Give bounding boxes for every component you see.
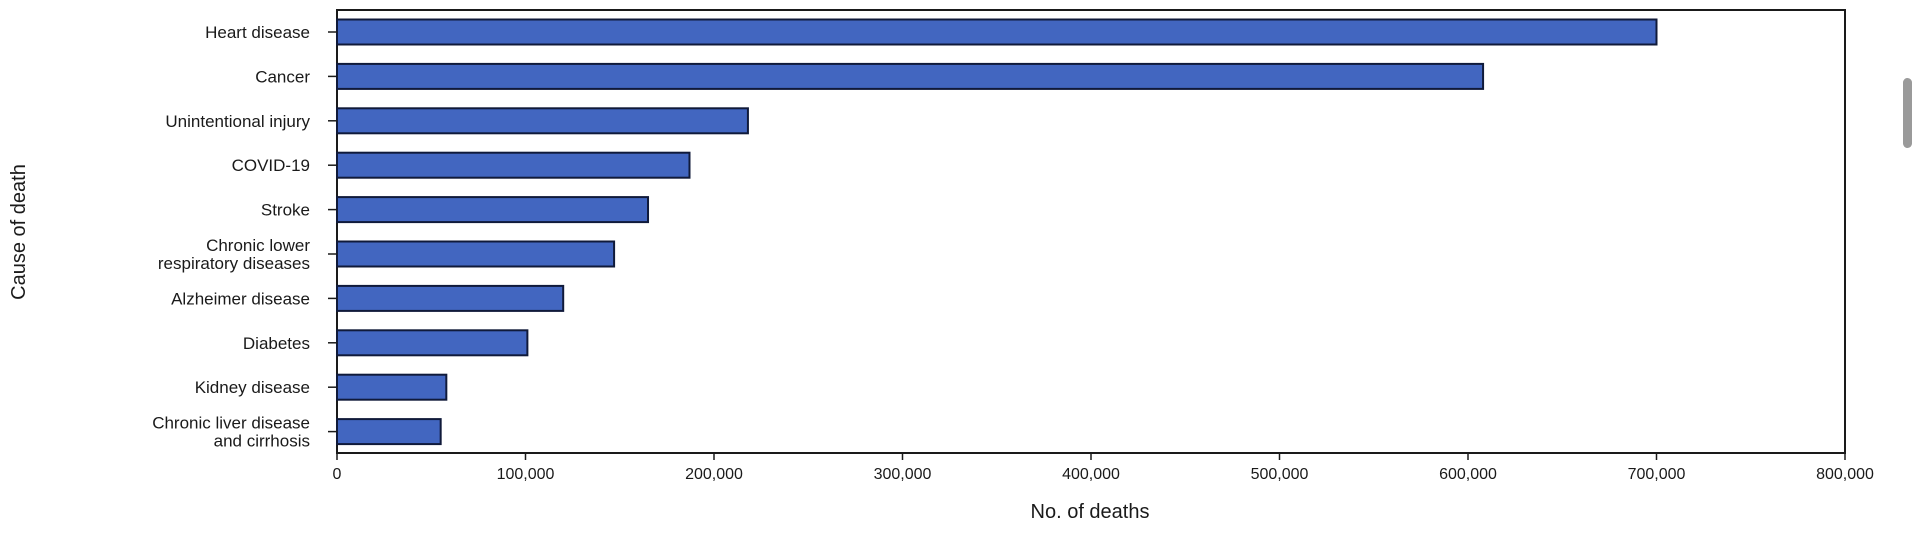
- x-axis-title: No. of deaths: [1031, 501, 1150, 523]
- bar: [336, 329, 529, 357]
- category-label: Chronic lower respiratory diseases: [158, 236, 310, 273]
- category-label: Cancer: [255, 67, 310, 86]
- x-tick-label: 600,000: [1439, 466, 1497, 483]
- bar: [336, 373, 448, 401]
- bar: [336, 418, 442, 446]
- bars-group: [336, 18, 1658, 446]
- category-label: Heart disease: [205, 23, 310, 42]
- bar: [336, 240, 616, 268]
- category-label: Diabetes: [243, 334, 310, 353]
- bar: [336, 151, 691, 179]
- y-axis-title: Cause of death: [8, 164, 30, 300]
- category-label: Unintentional injury: [165, 112, 310, 131]
- x-tick-label: 100,000: [497, 466, 555, 483]
- scrollbar-thumb[interactable]: [1903, 78, 1912, 148]
- category-label: Kidney disease: [195, 378, 310, 397]
- category-labels: Heart disease Cancer Unintentional injury C…: [152, 23, 337, 451]
- bar: [336, 284, 565, 312]
- x-tick-label: 300,000: [874, 466, 932, 483]
- x-tick-label: 500,000: [1251, 466, 1309, 483]
- category-label: COVID-19: [232, 156, 310, 175]
- x-tick-label: 200,000: [685, 466, 743, 483]
- bar: [336, 107, 749, 135]
- bar: [336, 196, 650, 224]
- bar: [336, 18, 1658, 46]
- category-label: Chronic liver disease and cirrhosis: [152, 414, 310, 451]
- x-tick-label: 800,000: [1816, 466, 1874, 483]
- x-tick-label: 400,000: [1062, 466, 1120, 483]
- x-tick-label: 700,000: [1628, 466, 1686, 483]
- x-tick-label: 0: [333, 466, 342, 483]
- category-label: Stroke: [261, 201, 310, 220]
- category-label: Alzheimer disease: [171, 289, 310, 308]
- x-axis-ticks: 0 100,000 200,000 300,000 400,000 500,000 600,…: [333, 453, 1874, 483]
- bar: [336, 62, 1485, 90]
